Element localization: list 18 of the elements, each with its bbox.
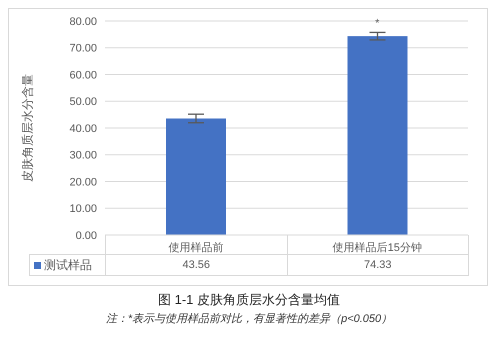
y-tick-label: 0.00 (76, 230, 97, 242)
data-label: 74.33 (286, 254, 469, 276)
y-tick-label: 80.00 (69, 16, 97, 28)
y-tick-label: 60.00 (69, 69, 97, 82)
y-tick-label: 20.00 (69, 176, 97, 188)
y-tick-label: 40.00 (69, 122, 97, 135)
y-tick-label: 70.00 (69, 42, 97, 55)
x-tick-label: 使用样品后15分钟 (332, 240, 422, 254)
y-tick-label: 50.00 (69, 96, 97, 108)
data-label: 43.56 (105, 254, 288, 276)
y-tick-label: 10.00 (69, 203, 97, 216)
y-tick-label: 30.00 (69, 150, 97, 162)
x-tick-label: 使用样品前 (168, 242, 224, 254)
y-axis-title: 皮肤角质层水分含量 (20, 74, 34, 182)
annotation: * (375, 17, 380, 30)
text: 图 1-1 皮肤角质层水分含量均值 (156, 291, 341, 309)
text: 注：*表示与使用样品前对比，有显著性的差异（p<0.050） (104, 312, 394, 326)
legend-label: 测试样品 (29, 254, 106, 276)
